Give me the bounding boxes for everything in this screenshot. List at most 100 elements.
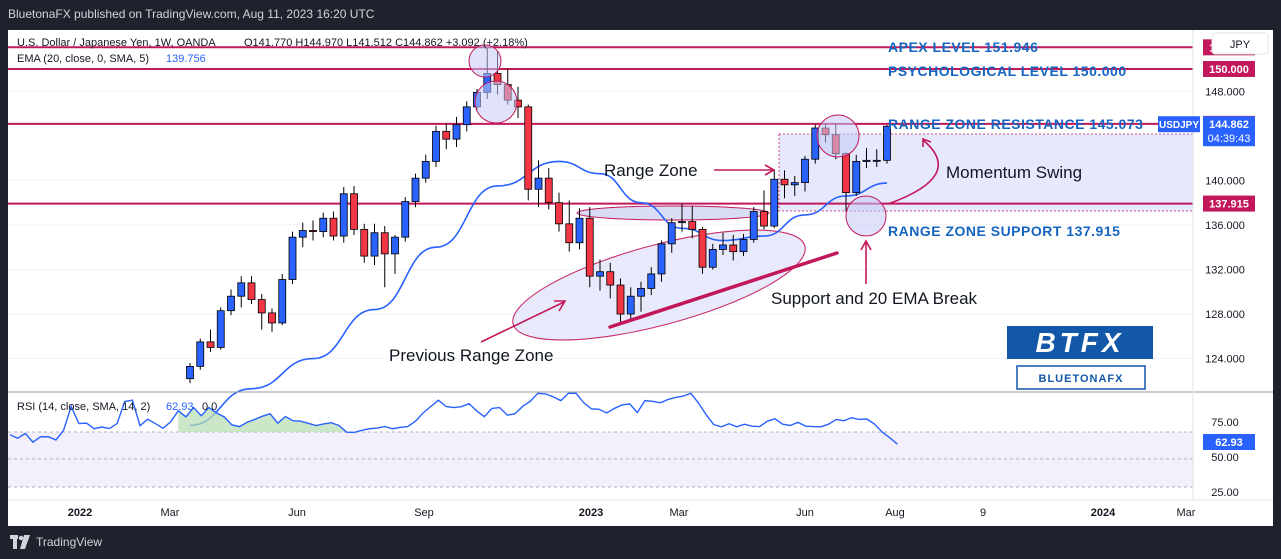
level-price-tag <box>1203 195 1255 212</box>
candle-body <box>288 236 297 280</box>
candle <box>350 185 358 235</box>
candle-body <box>719 244 727 250</box>
candle-body <box>329 217 338 237</box>
candle <box>339 187 348 243</box>
tradingview-brand: TradingView <box>36 535 103 549</box>
candle <box>544 168 553 210</box>
momentum-arrow <box>887 137 940 205</box>
candle-body <box>534 177 543 190</box>
candle <box>401 197 410 242</box>
candle-body <box>606 271 615 286</box>
candle-body <box>421 161 430 179</box>
candle-body <box>309 230 317 233</box>
candle <box>801 155 809 192</box>
candle <box>647 267 656 296</box>
candle-body <box>565 223 574 244</box>
candle <box>462 101 471 132</box>
candle-body <box>544 177 553 204</box>
range-zone-arrow <box>714 164 776 176</box>
btfx-logo-main: BTFX <box>1035 327 1124 358</box>
x-tick-label: Mar <box>670 507 689 519</box>
candle-body <box>319 217 328 233</box>
level-price-label: 150.000 <box>1209 64 1249 76</box>
candle-body <box>770 178 779 227</box>
x-tick-label: Mar <box>1177 507 1196 519</box>
x-tick-label: Mar <box>161 507 180 519</box>
candle <box>637 281 645 312</box>
candle-body <box>257 299 266 314</box>
candle <box>237 276 246 308</box>
candle-body <box>883 125 891 161</box>
candle <box>852 154 861 196</box>
previous-range-zone-ellipse <box>512 229 806 341</box>
ohlc-readout: O141.770 H144.970 L141.512 C144.862 +3.0… <box>244 37 528 49</box>
rsi-line <box>9 392 898 445</box>
price-tick-label: 124.000 <box>1205 354 1245 366</box>
candle <box>452 116 461 147</box>
candle-body <box>339 193 348 237</box>
candle-body <box>626 295 635 315</box>
candle <box>411 173 420 208</box>
level-price-tag <box>1203 60 1255 77</box>
candle <box>667 218 676 253</box>
rising-trendline <box>608 251 839 329</box>
support-break-label: Support and 20 EMA Break <box>771 289 978 308</box>
candle-body <box>616 284 625 315</box>
btfx-logo: BTFX BLUETONAFX <box>1007 326 1153 390</box>
candle-body <box>688 221 697 230</box>
price-tick-label: 136.000 <box>1205 220 1245 232</box>
resistance-highlight-circle <box>816 114 860 158</box>
candle-body <box>278 279 287 324</box>
candle <box>555 192 563 232</box>
price-chart[interactable]: 124.000 128.000 132.000 136.000 140.000 148.0… <box>8 30 1273 526</box>
candle-body <box>206 341 215 348</box>
price-tick-label: 148.000 <box>1205 86 1245 98</box>
candle <box>227 289 235 316</box>
candle-body <box>729 244 738 253</box>
x-tick-label: 2023 <box>579 507 603 519</box>
footer-bar: TradingView <box>0 526 1281 559</box>
candle <box>186 363 194 384</box>
candle-body <box>760 211 768 227</box>
btfx-logo-sub: BLUETONAFX <box>1039 373 1124 385</box>
price-tick-label: 132.000 <box>1205 264 1245 276</box>
candle <box>257 293 266 330</box>
rsi-legend-value: 62.93 <box>166 401 194 413</box>
x-tick-label: 2022 <box>68 507 92 519</box>
candle-body <box>380 232 389 255</box>
candle <box>309 220 317 241</box>
range-zone-label: Range Zone <box>604 161 698 180</box>
candle <box>657 240 666 282</box>
rsi-value-tag <box>1203 434 1255 450</box>
candle-body <box>411 177 420 202</box>
candle <box>360 223 369 263</box>
candle-body <box>196 341 205 367</box>
candle <box>883 125 891 164</box>
currency-button[interactable] <box>1211 32 1269 55</box>
candle <box>575 208 584 250</box>
rsi-tick-label: 50.00 <box>1211 452 1239 464</box>
level-price-label: 137.915 <box>1209 199 1249 211</box>
candle-body <box>575 217 584 244</box>
candle <box>268 308 276 332</box>
candle <box>688 205 697 239</box>
candle <box>288 231 297 284</box>
candle-body <box>186 365 194 380</box>
candle-body <box>391 236 399 255</box>
candle <box>596 259 604 291</box>
candle-body <box>585 217 594 277</box>
range-resistance-annotation: RANGE ZONE RESISTANCE 145.073 <box>888 116 1143 132</box>
rsi-legend-extra: 0 0 <box>202 401 217 413</box>
candle-body <box>647 273 656 289</box>
candle-body <box>350 193 358 230</box>
candle-body <box>596 271 604 277</box>
candle <box>421 154 430 183</box>
candle-body <box>708 249 717 268</box>
price-tick-label: 140.000 <box>1205 175 1245 187</box>
candle-body <box>678 221 686 224</box>
candle <box>770 170 779 229</box>
publisher-text: BluetonaFX published on TradingView.com,… <box>8 7 375 21</box>
tradingview-logo-icon <box>10 535 30 549</box>
candle <box>524 104 533 201</box>
candle-body <box>555 202 563 225</box>
